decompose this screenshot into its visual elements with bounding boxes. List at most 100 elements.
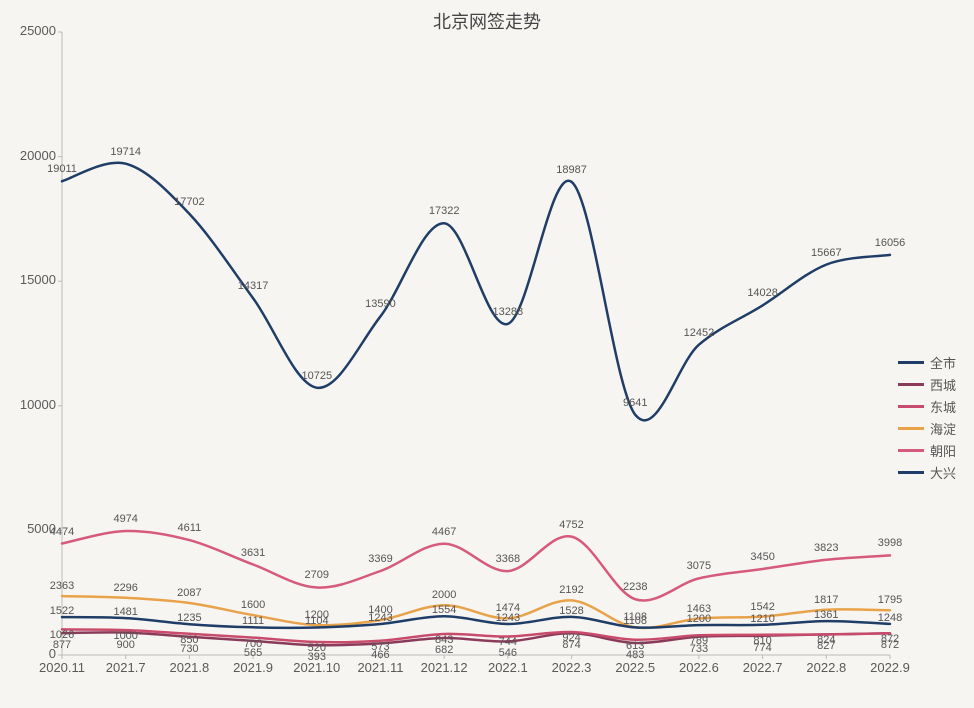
x-tick-label: 2022.8 (806, 660, 846, 675)
x-tick-label: 2021.11 (357, 660, 403, 675)
data-label: 872 (881, 633, 899, 645)
data-label: 4752 (559, 519, 583, 531)
x-tick-label: 2022.3 (552, 660, 592, 675)
data-label: 2296 (113, 582, 137, 594)
data-label: 2192 (559, 584, 583, 596)
legend-item: 海淀 (898, 419, 956, 438)
data-label: 13590 (365, 298, 396, 310)
data-label: 3369 (368, 553, 392, 565)
y-tick-label: 15000 (6, 272, 56, 287)
data-label: 3075 (687, 560, 711, 572)
data-label: 10725 (301, 370, 332, 382)
data-label: 1554 (432, 604, 456, 616)
data-label: 4474 (50, 526, 74, 538)
legend-label: 朝阳 (930, 441, 956, 460)
data-label: 3631 (241, 547, 265, 559)
data-label: 19011 (47, 163, 77, 175)
x-tick-label: 2021.8 (169, 660, 209, 675)
data-label: 1200 (687, 613, 711, 625)
data-label: 3450 (750, 551, 774, 563)
legend-label: 西城 (930, 375, 956, 394)
data-label: 1522 (50, 605, 74, 617)
data-label: 19714 (110, 146, 141, 158)
data-label: 573 (371, 641, 389, 653)
data-label: 1528 (559, 605, 583, 617)
legend-item: 东城 (898, 397, 956, 416)
legend-label: 大兴 (930, 463, 956, 482)
data-label: 2709 (305, 569, 329, 581)
y-tick-label: 0 (6, 646, 56, 661)
data-label: 18987 (556, 164, 587, 176)
data-label: 12452 (684, 327, 715, 339)
data-label: 1795 (878, 594, 902, 606)
legend-item: 朝阳 (898, 441, 956, 460)
legend-item: 全市 (898, 353, 956, 372)
y-tick-label: 10000 (6, 397, 56, 412)
legend: 全市西城东城海淀朝阳大兴 (898, 350, 956, 485)
data-label: 14317 (238, 280, 269, 292)
legend-swatch (898, 405, 924, 408)
data-label: 4974 (113, 513, 137, 525)
x-tick-label: 2021.7 (106, 660, 146, 675)
data-label: 14028 (747, 287, 778, 299)
data-label: 4611 (178, 522, 202, 534)
legend-swatch (898, 427, 924, 430)
data-label: 3368 (496, 553, 520, 565)
y-tick-label: 5000 (6, 521, 56, 536)
data-label: 1542 (750, 601, 774, 613)
data-label: 17702 (174, 196, 205, 208)
data-label: 15667 (811, 247, 842, 259)
data-label: 1248 (878, 612, 902, 624)
data-label: 2238 (623, 581, 647, 593)
data-label: 850 (180, 634, 198, 646)
x-tick-label: 2020.11 (39, 660, 85, 675)
x-tick-label: 2022.9 (870, 660, 910, 675)
data-label: 1000 (113, 630, 137, 642)
x-tick-label: 2022.6 (679, 660, 719, 675)
data-label: 3998 (878, 537, 902, 549)
data-label: 2363 (50, 580, 74, 592)
x-tick-label: 2021.9 (233, 660, 273, 675)
legend-swatch (898, 449, 924, 452)
data-label: 1111 (242, 615, 264, 627)
data-label: 789 (690, 635, 708, 647)
data-label: 1210 (750, 613, 774, 625)
legend-swatch (898, 361, 924, 364)
data-label: 1026 (50, 629, 74, 641)
data-label: 13288 (493, 306, 524, 318)
x-tick-label: 2022.1 (488, 660, 528, 675)
data-label: 1600 (241, 599, 265, 611)
x-tick-label: 2022.7 (743, 660, 783, 675)
y-tick-label: 20000 (6, 148, 56, 163)
data-label: 700 (244, 638, 262, 650)
data-label: 1104 (305, 615, 329, 627)
data-label: 16056 (875, 237, 906, 249)
chart-container: 北京网签走势 0 5000 10000 15000 20000 25000 2020.11… (0, 0, 974, 708)
data-label: 546 (499, 647, 517, 659)
chart-title: 北京网签走势 (0, 8, 974, 34)
data-label: 744 (499, 636, 517, 648)
legend-swatch (898, 383, 924, 386)
data-label: 810 (753, 635, 771, 647)
x-tick-label: 2021.12 (421, 660, 468, 675)
data-label: 17322 (429, 205, 460, 217)
data-label: 9641 (623, 397, 647, 409)
data-label: 824 (817, 634, 835, 646)
legend-item: 大兴 (898, 463, 956, 482)
legend-label: 东城 (930, 397, 956, 416)
legend-label: 全市 (930, 353, 956, 372)
data-label: 1108 (623, 615, 647, 627)
legend-label: 海淀 (930, 419, 956, 438)
data-label: 520 (308, 642, 326, 654)
x-tick-label: 2022.5 (615, 660, 655, 675)
data-label: 613 (626, 640, 644, 652)
data-label: 2087 (177, 587, 201, 599)
data-label: 4467 (432, 526, 456, 538)
data-label: 1817 (814, 594, 838, 606)
data-label: 1243 (368, 612, 392, 624)
y-tick-label: 25000 (6, 23, 56, 38)
data-label: 843 (435, 634, 453, 646)
data-label: 924 (562, 632, 580, 644)
data-label: 1235 (177, 612, 201, 624)
legend-swatch (898, 471, 924, 474)
